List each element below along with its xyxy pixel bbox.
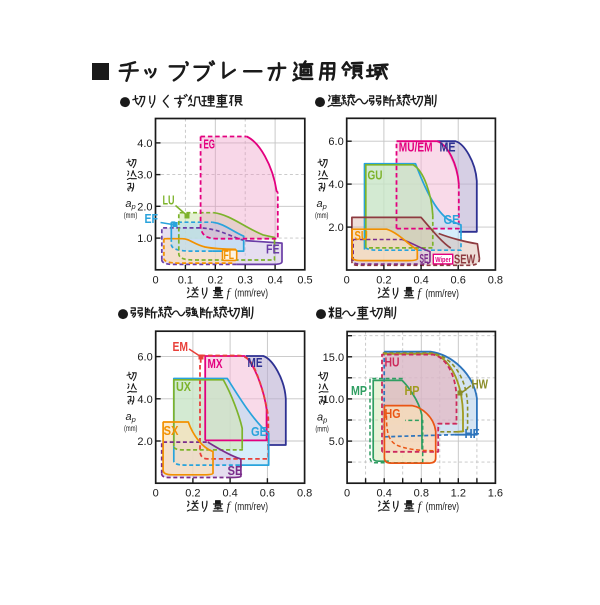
svg-text:4.0: 4.0 — [328, 179, 343, 191]
svg-text:EF: EF — [145, 212, 159, 226]
svg-text:HW: HW — [472, 378, 489, 392]
svg-text:MU/EM: MU/EM — [399, 140, 433, 154]
svg-text:0.4: 0.4 — [267, 274, 282, 286]
svg-text:EM: EM — [173, 340, 189, 354]
svg-text:10.0: 10.0 — [323, 394, 344, 406]
svg-text:0: 0 — [153, 488, 159, 500]
svg-text:4.0: 4.0 — [137, 394, 152, 406]
svg-text:0.2: 0.2 — [208, 274, 223, 286]
svg-text:ap: ap — [125, 198, 135, 211]
svg-text:GU: GU — [368, 169, 383, 183]
svg-text:(mm/rev): (mm/rev) — [425, 288, 459, 300]
svg-text:ME: ME — [440, 141, 456, 155]
svg-text:4.0: 4.0 — [137, 138, 152, 150]
svg-text:(mm/rev): (mm/rev) — [235, 288, 269, 300]
svg-text:1.0: 1.0 — [137, 233, 152, 245]
svg-text:0.4: 0.4 — [222, 488, 237, 500]
svg-text:(mm): (mm) — [124, 423, 138, 433]
svg-text:SEW: SEW — [454, 253, 475, 267]
svg-text:1.6: 1.6 — [488, 488, 503, 500]
svg-text:HP: HP — [405, 384, 420, 398]
svg-text:2.0: 2.0 — [328, 222, 343, 234]
svg-text:0.5: 0.5 — [297, 274, 312, 286]
svg-text:0.6: 0.6 — [260, 488, 275, 500]
svg-text:FL: FL — [224, 248, 235, 262]
svg-text:GE: GE — [444, 213, 460, 227]
svg-text:Wiper: Wiper — [435, 255, 451, 264]
svg-text:HF: HF — [465, 427, 480, 441]
svg-text:(mm/rev): (mm/rev) — [235, 501, 269, 513]
svg-text:ap: ap — [317, 411, 327, 424]
svg-text:5.0: 5.0 — [329, 436, 344, 448]
svg-text:0: 0 — [344, 488, 350, 500]
svg-text:ME: ME — [248, 356, 263, 370]
svg-text:2.0: 2.0 — [137, 436, 152, 448]
svg-text:EG: EG — [204, 138, 216, 152]
svg-text:HG: HG — [385, 407, 401, 421]
svg-text:6.0: 6.0 — [137, 352, 152, 364]
svg-text:MX: MX — [208, 357, 223, 371]
svg-text:(mm): (mm) — [124, 210, 138, 220]
svg-text:6.0: 6.0 — [328, 136, 343, 148]
svg-text:HU: HU — [385, 356, 400, 370]
svg-text:f: f — [418, 499, 423, 513]
svg-text:0.4: 0.4 — [377, 488, 392, 500]
svg-text:MP: MP — [351, 384, 367, 398]
svg-text:0.2: 0.2 — [376, 275, 391, 287]
svg-text:0.8: 0.8 — [297, 488, 312, 500]
svg-text:FE: FE — [266, 243, 280, 257]
svg-text:ap: ap — [317, 198, 327, 211]
svg-text:0.1: 0.1 — [178, 274, 193, 286]
svg-text:0: 0 — [344, 275, 350, 287]
svg-text:2.0: 2.0 — [137, 201, 152, 213]
svg-text:(mm): (mm) — [315, 210, 329, 220]
svg-text:f: f — [227, 286, 232, 300]
svg-text:ap: ap — [126, 411, 136, 424]
svg-text:SE: SE — [420, 252, 429, 266]
svg-text:1.2: 1.2 — [451, 488, 466, 500]
svg-text:LU: LU — [163, 194, 175, 208]
svg-text:0.8: 0.8 — [414, 488, 429, 500]
svg-text:0.3: 0.3 — [238, 274, 253, 286]
svg-text:SU: SU — [355, 229, 368, 243]
svg-text:0.2: 0.2 — [185, 488, 200, 500]
svg-text:0.8: 0.8 — [488, 275, 503, 287]
svg-text:UX: UX — [176, 380, 192, 394]
svg-text:f: f — [417, 286, 422, 300]
svg-text:SE: SE — [228, 464, 243, 478]
svg-text:GE: GE — [251, 425, 267, 439]
svg-text:0: 0 — [152, 274, 158, 286]
svg-text:f: f — [227, 499, 232, 513]
svg-text:0.4: 0.4 — [413, 275, 428, 287]
svg-text:0.6: 0.6 — [451, 275, 466, 287]
svg-text:SX: SX — [164, 424, 180, 438]
svg-text:15.0: 15.0 — [323, 352, 344, 364]
svg-text:(mm): (mm) — [315, 423, 329, 433]
svg-text:3.0: 3.0 — [137, 170, 152, 182]
svg-text:(mm/rev): (mm/rev) — [426, 501, 460, 513]
